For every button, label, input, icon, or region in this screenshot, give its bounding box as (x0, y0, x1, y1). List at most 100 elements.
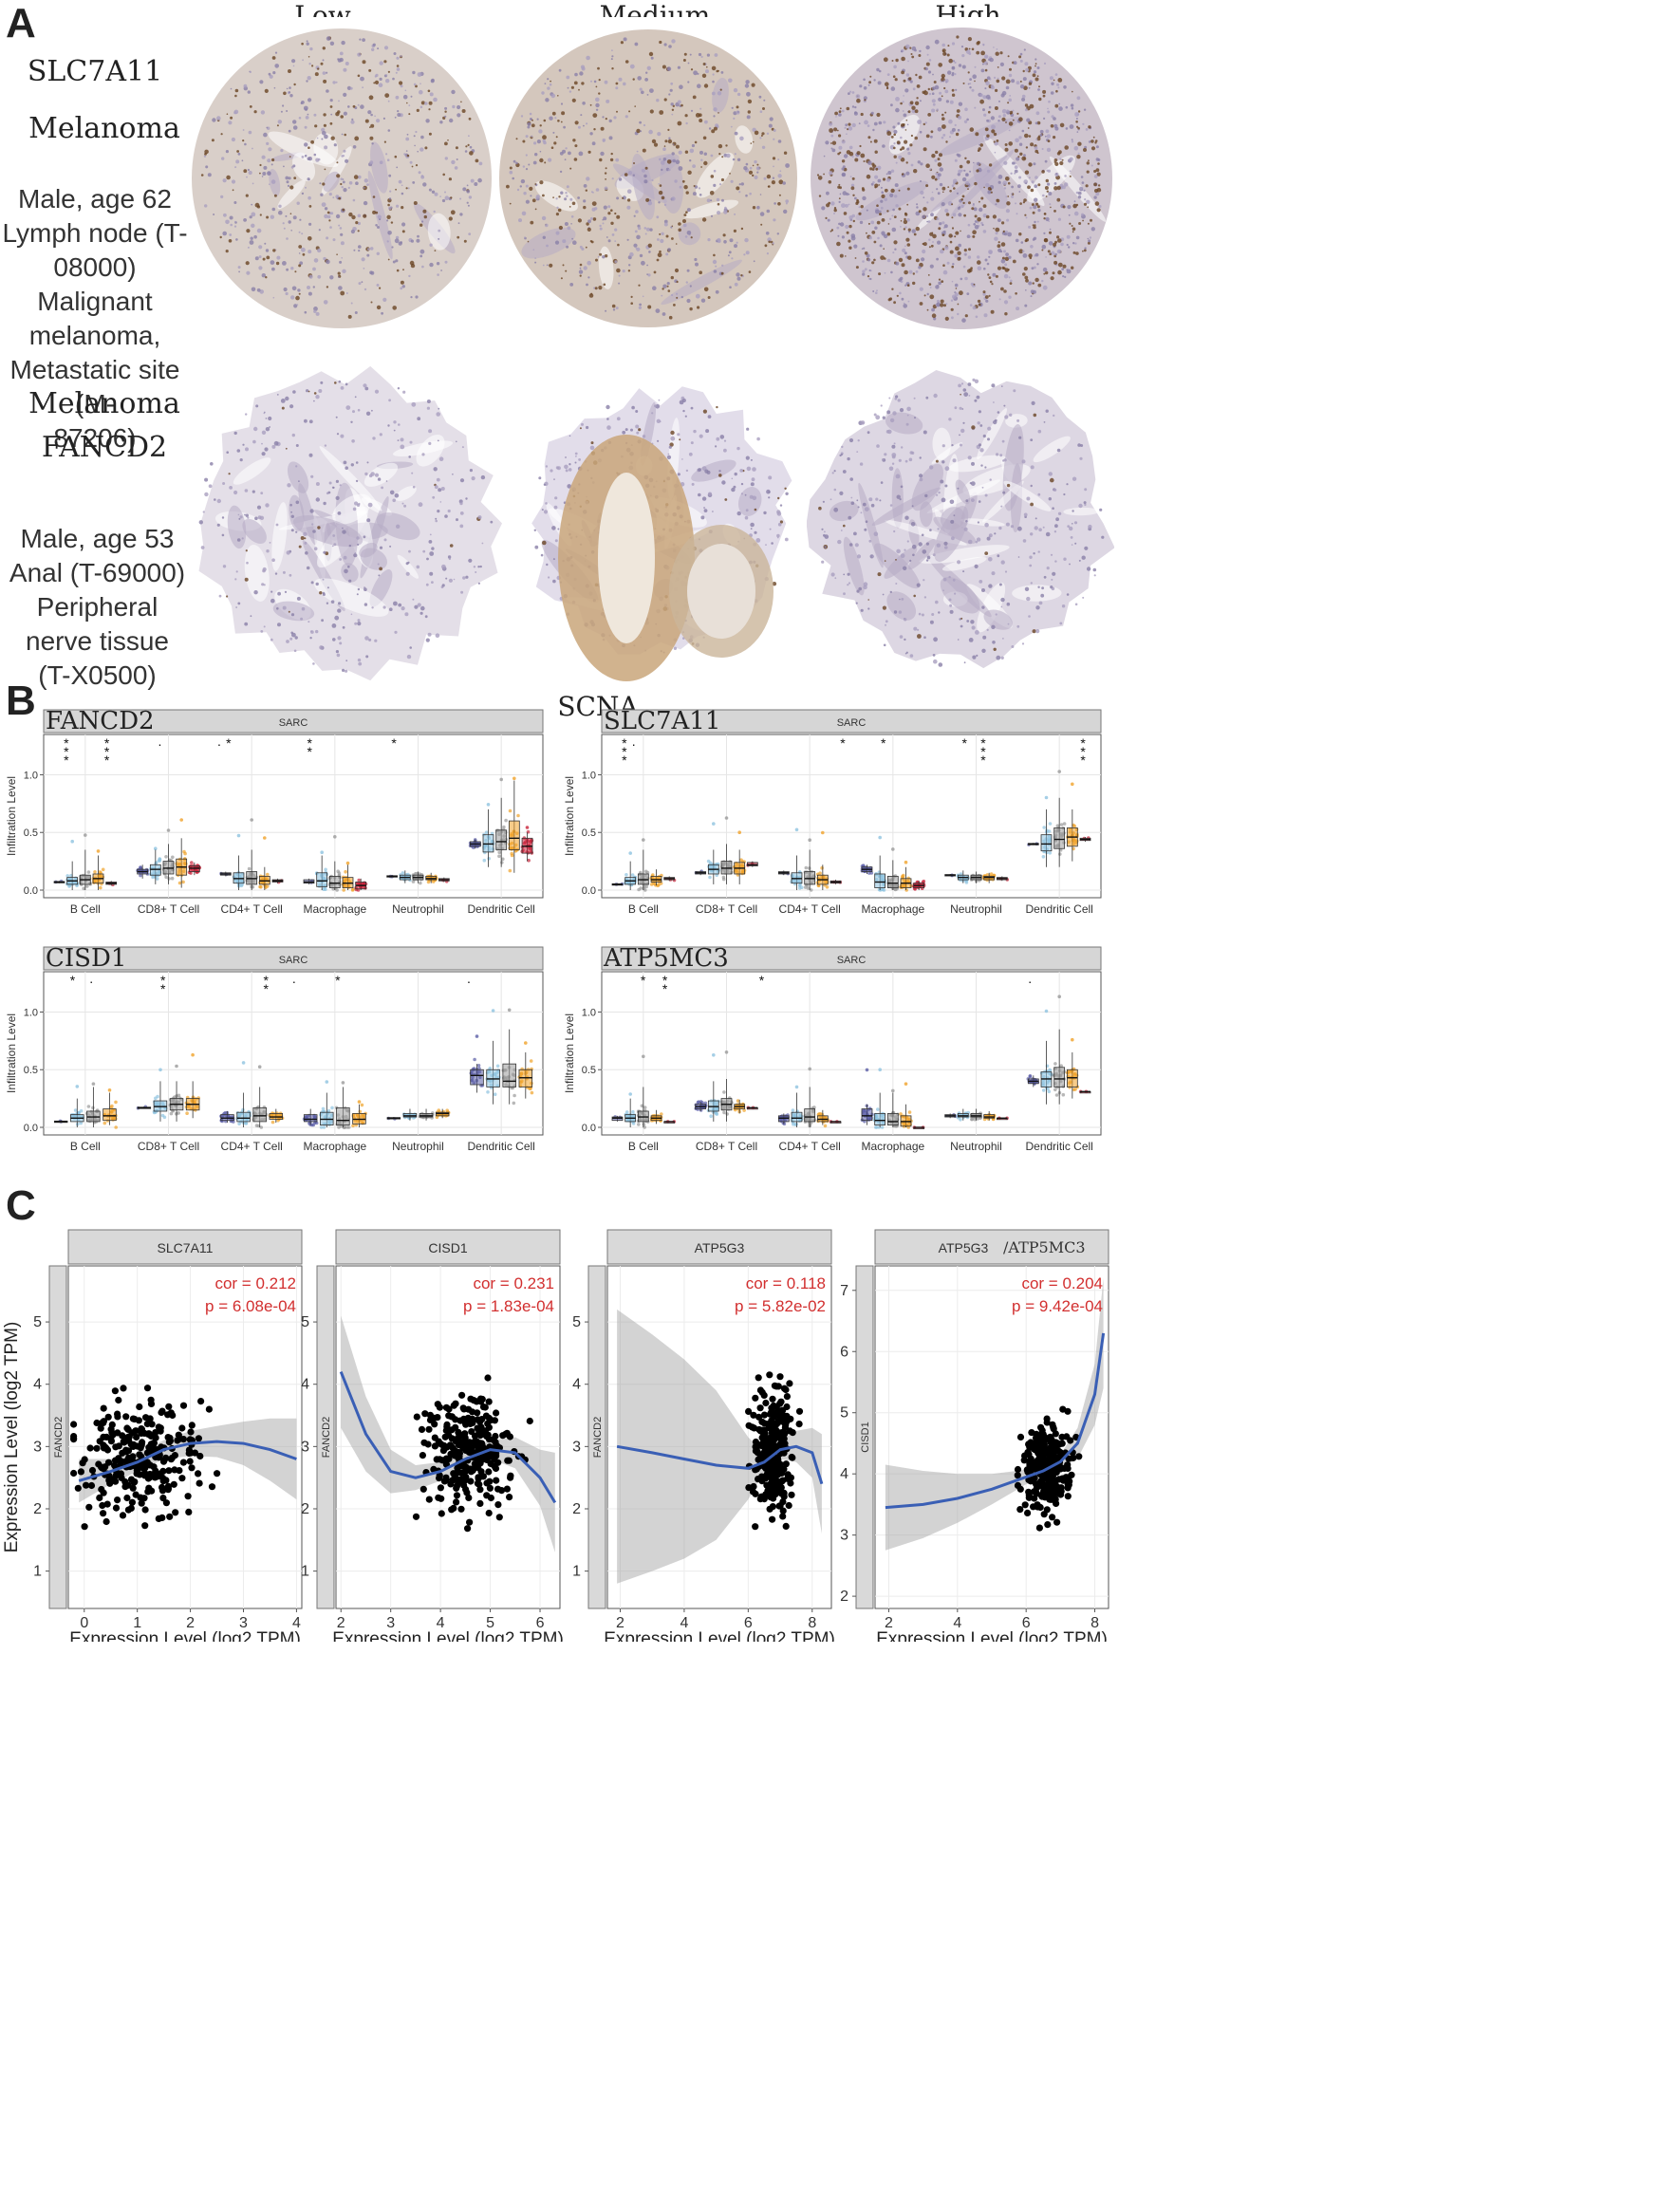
tissue-cell (667, 139, 673, 144)
tissue-cell (519, 185, 522, 188)
tissue-cell (1061, 268, 1065, 270)
tissue-cell (918, 612, 922, 616)
tissue-fiber (367, 170, 393, 260)
tissue-cell (663, 145, 666, 147)
tissue-cell (468, 195, 473, 199)
tissue-cell (379, 160, 383, 164)
tissue-cell (624, 173, 628, 177)
tissue-cell (766, 174, 772, 179)
tissue-cell (851, 91, 855, 94)
tissue-cell (686, 298, 691, 304)
tissue-cell (719, 435, 725, 439)
tissue-cell (777, 174, 782, 178)
tissue-cell (1076, 155, 1081, 159)
tissue-cell (717, 211, 721, 215)
tissue-cell (909, 101, 914, 105)
tissue-cell (938, 491, 941, 494)
tissue-cell (854, 158, 859, 162)
tissue-cell (936, 257, 939, 261)
tissue-cell (1009, 67, 1012, 71)
tissue-cell (766, 252, 769, 255)
tissue-cell (385, 480, 388, 482)
tissue-cell (334, 381, 337, 384)
tissue-fiber (977, 582, 1006, 633)
tissue-cell (543, 510, 549, 514)
tissue-cell (1087, 206, 1090, 209)
tissue-cell (860, 153, 866, 158)
tissue-fiber (1049, 156, 1107, 222)
tissue-cell (1084, 247, 1087, 250)
tissue-cell (364, 472, 368, 476)
tissue-cell (1034, 184, 1037, 188)
tissue-cell (993, 647, 997, 651)
tissue-cell (1008, 276, 1011, 279)
tissue-cell (282, 104, 285, 107)
plot-frame (601, 734, 1102, 899)
y-tick-label: 1.0 (582, 770, 596, 781)
box (328, 876, 341, 888)
tissue-cell (412, 70, 416, 75)
tissue-cell (345, 660, 348, 662)
tissue-cell (435, 519, 438, 523)
tissue-fiber (885, 412, 923, 435)
tissue-cell (313, 153, 317, 157)
tissue-cell (228, 473, 231, 475)
tissue-cell (843, 592, 846, 596)
tissue-cell (243, 218, 247, 222)
tissue-cell (285, 214, 288, 217)
tissue-cell (944, 111, 947, 114)
jitter-point (739, 858, 743, 862)
jitter-point (65, 874, 69, 878)
tissue-cell (971, 461, 975, 466)
tissue-cell (957, 256, 961, 261)
tissue-cell (895, 97, 900, 102)
tissue-cell (711, 91, 716, 96)
tissue-cell (268, 72, 271, 76)
tissue-cell (954, 61, 957, 64)
jitter-point (513, 849, 518, 853)
tissue-cell (1064, 275, 1067, 278)
tissue-cell (304, 154, 308, 158)
tissue-cell (1071, 106, 1074, 110)
tissue-cell (938, 281, 941, 286)
tissue-cell (271, 444, 276, 449)
jitter-point (502, 825, 506, 829)
tissue-cell (425, 119, 430, 123)
tissue-cell (987, 187, 992, 191)
tissue-cell (942, 589, 944, 591)
tissue-cell (363, 587, 367, 591)
tissue-cell (689, 159, 692, 162)
tissue-cell (949, 250, 954, 254)
tissue-cell (583, 124, 585, 127)
tissue-cell (319, 591, 323, 595)
tissue-cell (634, 105, 636, 107)
tissue-cell (977, 161, 980, 166)
tissue-cell (643, 227, 647, 230)
tissue-cell (340, 386, 345, 390)
tissue-cell (917, 120, 922, 124)
tissue-cell (1003, 187, 1007, 190)
tissue-cell (874, 226, 878, 230)
tissue-cell (1028, 177, 1031, 179)
tissue-cell (246, 561, 249, 565)
tissue-fiber (916, 206, 941, 231)
tissue-cell (366, 253, 370, 257)
tissue-cell (321, 619, 324, 623)
tissue-cell (1009, 413, 1013, 417)
tissue-fiber (370, 141, 388, 194)
tissue-cell (261, 430, 267, 435)
tissue-cell (367, 110, 372, 115)
tissue-cell (322, 593, 326, 596)
tissue-cell (975, 132, 979, 137)
tissue-cell (923, 579, 925, 582)
tissue-cell (1052, 571, 1056, 576)
tissue-cell (646, 273, 648, 275)
tissue-cell (938, 278, 941, 281)
tissue-cell (308, 56, 310, 58)
tissue-cell (600, 126, 605, 131)
tissue-cell (459, 501, 463, 506)
tissue-cell (506, 184, 510, 189)
tissue-cell (358, 502, 361, 506)
tissue-cell (901, 263, 905, 268)
tissue-cell (1077, 110, 1081, 113)
